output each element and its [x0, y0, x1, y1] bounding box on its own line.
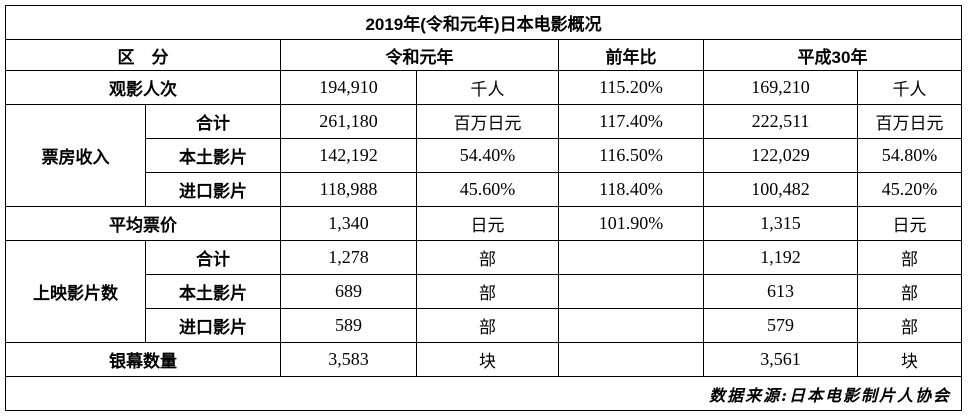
screens-yoy: [558, 342, 704, 377]
avg-ticket-price-h30-unit: 日元: [856, 206, 963, 241]
screens-reiwa1-unit: 块: [416, 342, 559, 377]
header-heisei30: 平成30年: [702, 39, 963, 71]
films-total-reiwa1-unit: 部: [416, 240, 559, 275]
avg-ticket-price-yoy: 101.90%: [558, 206, 704, 241]
films-imported-reiwa1-value: 589: [280, 308, 417, 343]
films-imported-h30-value: 579: [703, 308, 858, 343]
box-office-total-h30-value: 222,511: [703, 104, 858, 139]
table-row-box-office-domestic: 本土影片 142,192 54.40% 116.50% 122,029 54.8…: [6, 138, 963, 173]
attendance-yoy: 115.20%: [558, 70, 704, 105]
attendance-h30-unit: 千人: [856, 70, 963, 105]
screens-label: 银幕数量: [5, 342, 281, 377]
box-office-domestic-h30-share: 54.80%: [856, 138, 963, 173]
attendance-h30-value: 169,210: [703, 70, 858, 105]
table-row-box-office-imported: 进口影片 118,988 45.60% 118.40% 100,482 45.2…: [6, 172, 963, 207]
box-office-imported-yoy: 118.40%: [558, 172, 704, 207]
films-domestic-label: 本土影片: [145, 274, 281, 309]
box-office-domestic-yoy: 116.50%: [558, 138, 704, 173]
box-office-total-yoy: 117.40%: [558, 104, 704, 139]
box-office-domestic-label: 本土影片: [145, 138, 281, 173]
footer-row: 数据来源:日本电影制片人协会: [4, 376, 963, 411]
box-office-group-label: 票房收入: [5, 104, 146, 207]
table-row-films-domestic: 本土影片 689 部 613 部: [6, 274, 963, 309]
films-domestic-yoy: [558, 274, 704, 309]
japan-film-overview-table: 2019年(令和元年)日本电影概况 区 分 令和元年 前年比 平成30年 观影人…: [4, 5, 963, 411]
films-total-label: 合计: [145, 240, 281, 275]
attendance-reiwa1-unit: 千人: [416, 70, 559, 105]
films-total-h30-value: 1,192: [703, 240, 858, 275]
header-reiwa1: 令和元年: [280, 39, 559, 71]
avg-ticket-price-label: 平均票价: [5, 206, 281, 241]
table-row-films-total: 上映影片数 合计 1,278 部 1,192 部: [5, 240, 963, 343]
box-office-total-label: 合计: [145, 104, 281, 139]
films-imported-label: 进口影片: [145, 308, 281, 343]
films-domestic-h30-value: 613: [703, 274, 858, 309]
box-office-domestic-reiwa1-share: 54.40%: [416, 138, 559, 173]
box-office-total-reiwa1-value: 261,180: [280, 104, 417, 139]
box-office-total-reiwa1-unit: 百万日元: [416, 104, 559, 139]
attendance-reiwa1-value: 194,910: [280, 70, 417, 105]
table-row-films-imported: 进口影片 589 部 579 部: [6, 308, 963, 343]
box-office-imported-reiwa1-share: 45.60%: [416, 172, 559, 207]
table-row-avg-ticket-price: 平均票价 1,340 日元 101.90% 1,315 日元: [5, 206, 963, 241]
table-title: 2019年(令和元年)日本电影概况: [4, 5, 963, 40]
table-row-box-office-total: 票房收入 合计 261,180 百万日元 117.40% 222,511 百万日…: [5, 104, 963, 207]
title-row: 2019年(令和元年)日本电影概况: [4, 5, 963, 40]
films-imported-reiwa1-unit: 部: [416, 308, 559, 343]
films-total-h30-unit: 部: [856, 240, 963, 275]
table-row-attendance: 观影人次 194,910 千人 115.20% 169,210 千人: [5, 70, 963, 105]
films-domestic-h30-unit: 部: [856, 274, 963, 309]
screens-h30-unit: 块: [856, 342, 963, 377]
avg-ticket-price-h30-value: 1,315: [703, 206, 858, 241]
screens-h30-value: 3,561: [703, 342, 858, 377]
films-domestic-reiwa1-value: 689: [280, 274, 417, 309]
box-office-imported-h30-share: 45.20%: [856, 172, 963, 207]
header-yoy: 前年比: [558, 39, 704, 71]
box-office-domestic-reiwa1-value: 142,192: [280, 138, 417, 173]
films-released-group-label: 上映影片数: [5, 240, 146, 343]
avg-ticket-price-reiwa1-value: 1,340: [280, 206, 417, 241]
films-total-reiwa1-value: 1,278: [280, 240, 417, 275]
box-office-total-h30-unit: 百万日元: [856, 104, 963, 139]
box-office-imported-label: 进口影片: [145, 172, 281, 207]
box-office-domestic-h30-value: 122,029: [703, 138, 858, 173]
avg-ticket-price-reiwa1-unit: 日元: [416, 206, 559, 241]
films-imported-h30-unit: 部: [856, 308, 963, 343]
box-office-imported-h30-value: 100,482: [703, 172, 858, 207]
films-total-yoy: [558, 240, 704, 275]
data-source-note: 数据来源:日本电影制片人协会: [4, 376, 963, 411]
films-domestic-reiwa1-unit: 部: [416, 274, 559, 309]
films-imported-yoy: [558, 308, 704, 343]
box-office-imported-reiwa1-value: 118,988: [280, 172, 417, 207]
header-row: 区 分 令和元年 前年比 平成30年: [5, 39, 963, 71]
header-category: 区 分: [5, 39, 281, 71]
attendance-label: 观影人次: [5, 70, 281, 105]
table-row-screens: 银幕数量 3,583 块 3,561 块: [5, 342, 963, 377]
screens-reiwa1-value: 3,583: [280, 342, 417, 377]
